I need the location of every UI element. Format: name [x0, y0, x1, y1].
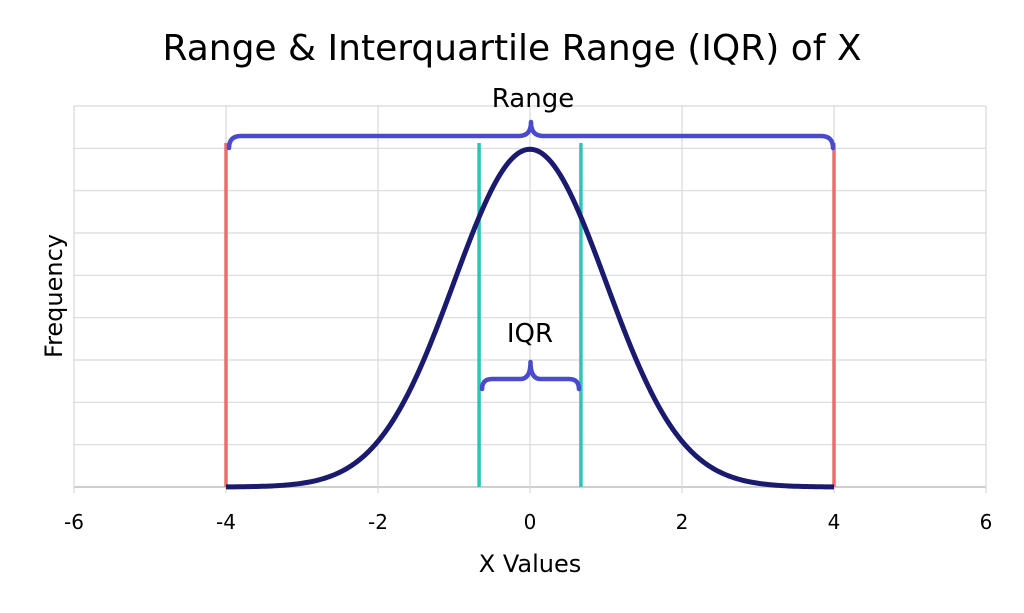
chart-title: Range & Interquartile Range (IQR) of X	[162, 28, 861, 69]
x-tick-labels: -6 -4 -2 0 2 4 6	[64, 510, 992, 534]
grid	[73, 105, 987, 493]
chart-marks	[224, 119, 836, 490]
x-tick-label: 4	[828, 510, 841, 534]
iqr-label: IQR	[507, 319, 553, 349]
y-axis-label: Frequency	[40, 234, 68, 358]
x-tick-label: 6	[980, 510, 993, 534]
x-tick-label: -4	[216, 510, 236, 534]
range-brace	[226, 119, 836, 151]
range-label: Range	[492, 84, 574, 114]
x-tick-label: 0	[524, 510, 537, 534]
x-tick-label: 2	[676, 510, 689, 534]
x-axis-label: X Values	[479, 550, 581, 578]
x-tick-label: -6	[64, 510, 84, 534]
density-curve	[225, 146, 835, 490]
iqr-brace	[479, 359, 582, 392]
x-tick-label: -2	[368, 510, 388, 534]
